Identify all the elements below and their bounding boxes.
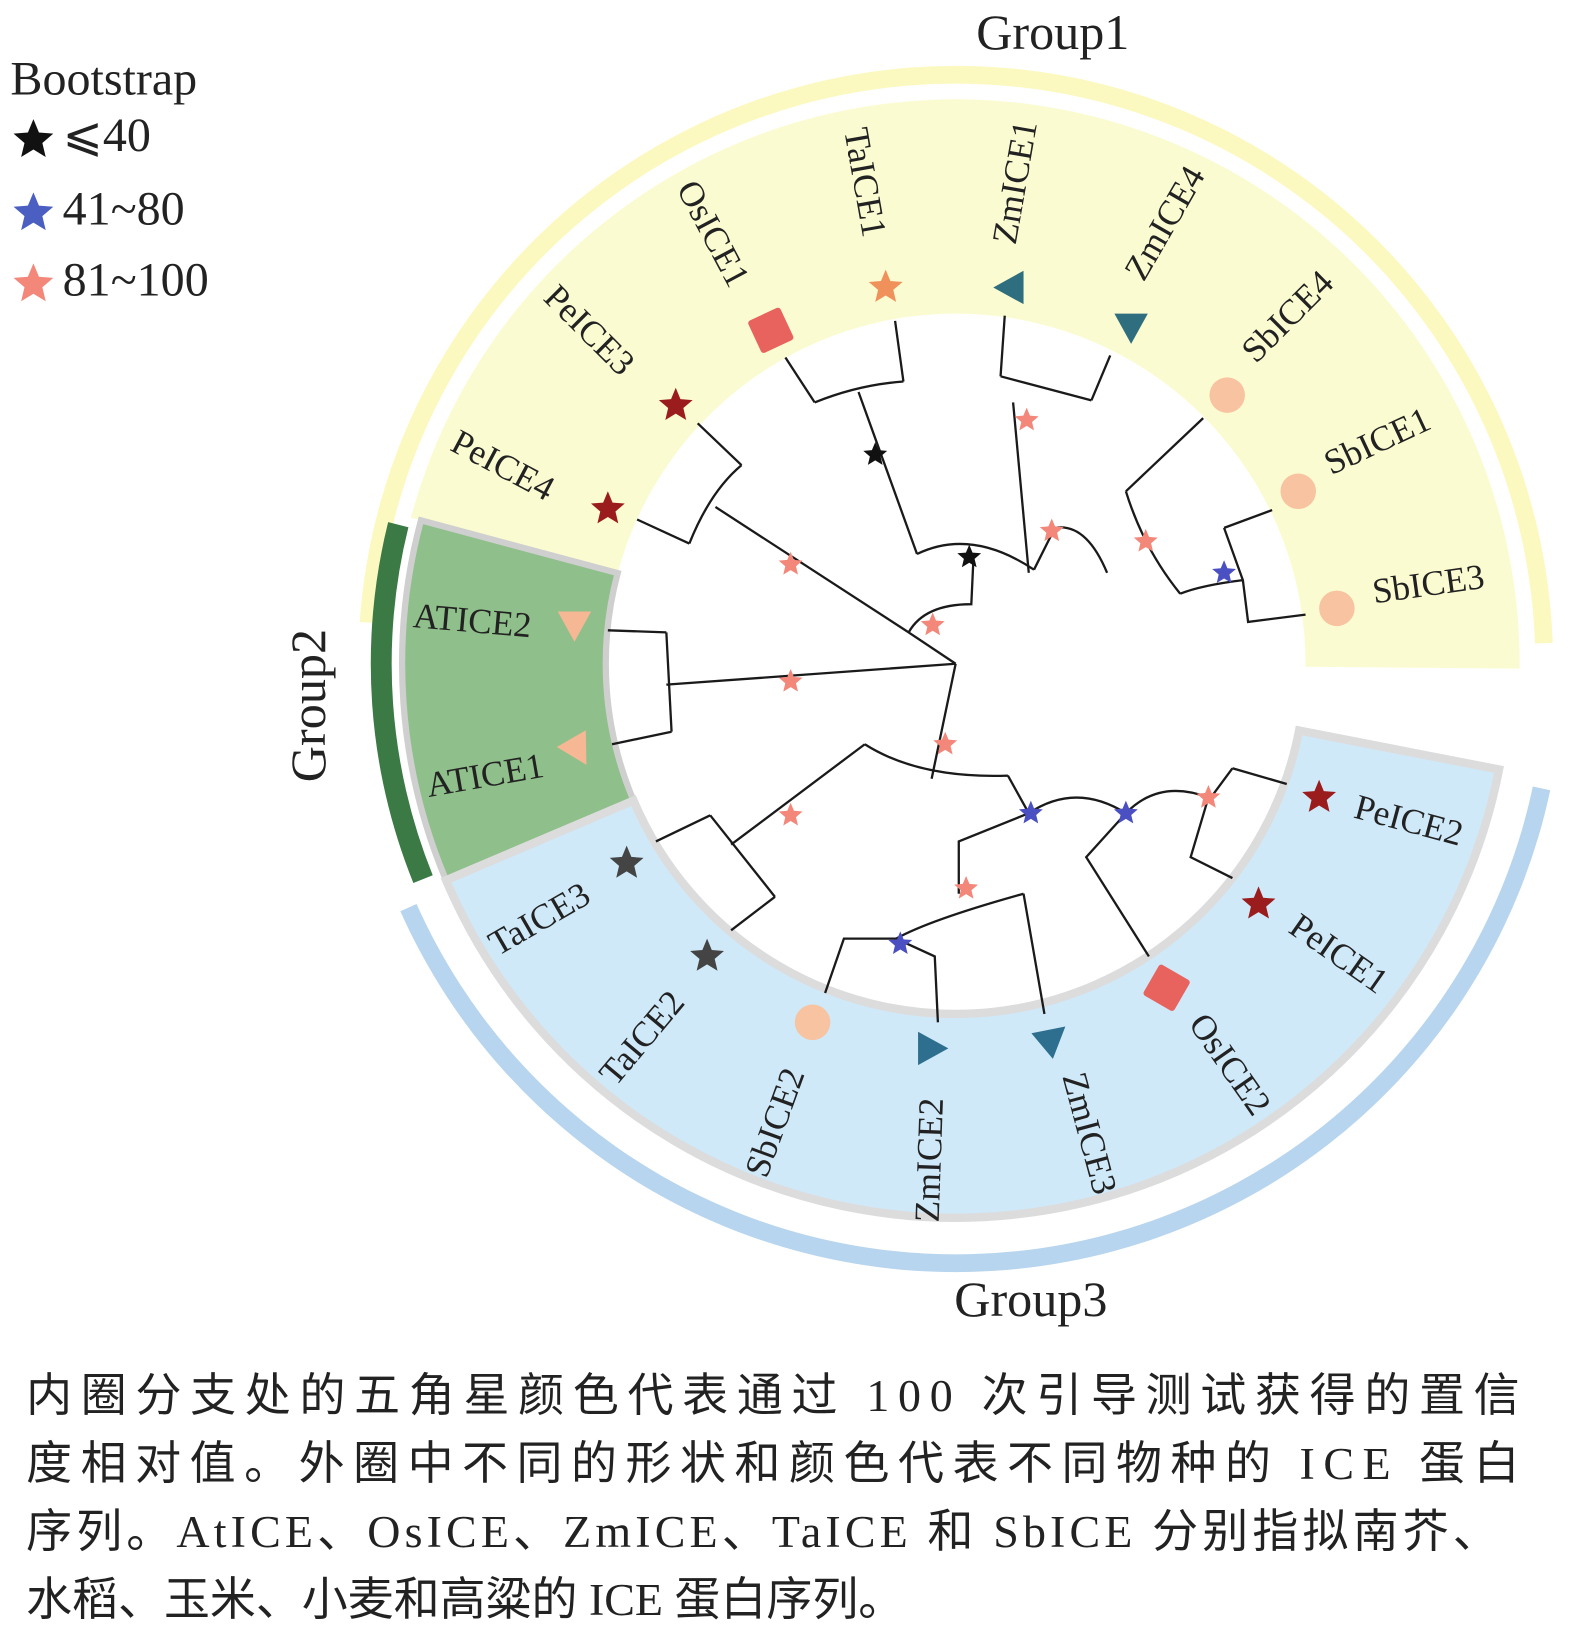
node-star (954, 875, 979, 899)
caption-line: 内圈分支处的五角星颜色代表通过 100 次引导测试获得的置信 (26, 1370, 1520, 1421)
leaf-circle (794, 1004, 831, 1041)
node-star (778, 802, 803, 826)
group-label: Group3 (954, 1271, 1107, 1327)
node-star (1018, 800, 1043, 824)
node-star (1113, 800, 1138, 824)
leaf-triangle (1114, 313, 1148, 344)
legend-star (13, 192, 54, 231)
node-star (1196, 785, 1221, 808)
leaf-square (1143, 964, 1190, 1011)
node-star (1014, 407, 1039, 431)
leaf-star (658, 387, 693, 420)
group-label: Group1 (976, 4, 1129, 60)
leaf-triangle (557, 611, 592, 642)
node-star (778, 668, 803, 692)
node-star (1212, 560, 1236, 583)
branch (607, 629, 956, 746)
leaf-triangle (993, 270, 1024, 305)
leaf-square (748, 307, 794, 353)
node-star (1039, 518, 1064, 542)
leaf-star (868, 269, 903, 302)
node-star (863, 442, 888, 465)
leaf-star (1241, 886, 1276, 919)
clade-backgrounds (359, 65, 1553, 1273)
group2-region (399, 516, 638, 885)
branch (636, 422, 957, 665)
node-star (888, 931, 913, 955)
leaf-triangle (918, 1031, 949, 1066)
node-star (957, 544, 982, 568)
caption-line: 度相对值。外圈中不同的形状和颜色代表不同物种的 ICE 蛋白 (26, 1438, 1520, 1489)
group2-arc (370, 522, 433, 884)
node-star (778, 551, 803, 575)
legend-item: 41~80 (63, 182, 185, 235)
leaf-star (690, 938, 724, 971)
group3-region (440, 725, 1504, 1222)
legend-title: Bootstrap (10, 53, 197, 106)
legend-star (13, 119, 54, 157)
legend-item: 81~100 (63, 253, 209, 306)
group-label: Group2 (280, 629, 336, 782)
node-star (1133, 528, 1158, 552)
caption-line: 序列。AtICE、OsICE、ZmICE、TaICE 和 SbICE 分别指拟南… (26, 1506, 1499, 1557)
leaf-triangle (556, 730, 587, 765)
branch (655, 663, 1288, 1023)
leaf-star (609, 845, 644, 878)
group1-region (410, 99, 1520, 669)
node-star (933, 731, 958, 755)
leaf-circle (1319, 590, 1355, 627)
node-star (920, 612, 945, 636)
leaf-markers (556, 269, 1355, 1066)
leaf-star (1302, 779, 1337, 812)
caption-line: 水稻、玉米、小麦和高粱的 ICE 蛋白序列。 (26, 1574, 904, 1625)
legend-star (13, 263, 54, 302)
leaf-star (590, 491, 625, 524)
leaf-triangle (1031, 1026, 1066, 1059)
leaf-circle (1280, 473, 1316, 510)
leaf-label: ZmICE2 (907, 1097, 951, 1223)
branch (784, 320, 1035, 633)
bootstrap-stars (778, 407, 1236, 955)
leaf-circle (1209, 377, 1245, 413)
legend-item: ⩽40 (63, 109, 151, 162)
tree-branches (607, 315, 1306, 1023)
